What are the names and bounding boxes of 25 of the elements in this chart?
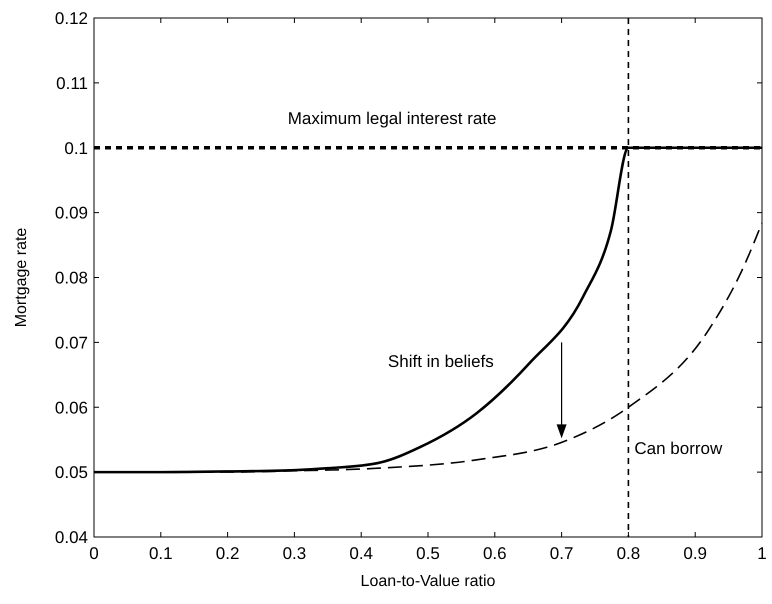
y-tick-label: 0.12 (54, 9, 88, 28)
x-tick-label: 1 (757, 544, 767, 563)
y-tick-label: 0.05 (54, 463, 88, 482)
y-tick-label: 0.09 (54, 204, 88, 223)
x-tick-label: 0.9 (683, 544, 708, 563)
y-tick-label: 0.06 (54, 398, 88, 418)
y-tick-label: 0.04 (54, 528, 88, 547)
y-axis-title: Mortgage rate (13, 228, 30, 328)
x-tick-label: 0 (89, 544, 99, 563)
x-tick-label: 0.1 (148, 544, 173, 563)
ref-line-label: Maximum legal interest rate (288, 108, 497, 128)
x-tick-label: 0.3 (282, 544, 306, 563)
x-tick-label: 0.6 (482, 544, 507, 563)
annotation: Shift in beliefs (388, 352, 494, 371)
y-tick-label: 0.11 (56, 74, 88, 93)
x-axis-title: Loan-to-Value ratio (360, 573, 496, 590)
x-tick-label: 0.5 (416, 544, 440, 563)
y-tick-label: 0.08 (54, 268, 88, 288)
x-tick-label: 0.2 (216, 544, 240, 563)
y-tick-label: 0.07 (54, 333, 88, 352)
x-tick-label: 0.8 (616, 544, 640, 563)
ref-line-label: Can borrow (634, 439, 723, 458)
x-tick-label: 0.4 (349, 544, 374, 563)
y-tick-label: 0.1 (64, 138, 88, 158)
x-tick-label: 0.7 (550, 544, 574, 563)
